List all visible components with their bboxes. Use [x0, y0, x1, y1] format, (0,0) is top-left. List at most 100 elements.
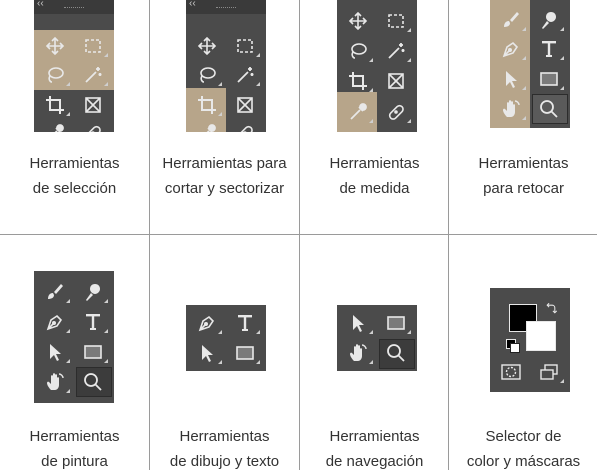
- eyedropper-tool[interactable]: [340, 97, 376, 127]
- hand-tool[interactable]: [340, 338, 376, 368]
- panel-grip[interactable]: [64, 7, 84, 11]
- lasso-tool[interactable]: [37, 60, 73, 90]
- tools-panel-draw-type: [186, 305, 266, 371]
- zoom-tool[interactable]: [531, 94, 567, 124]
- rectangle-icon: [234, 342, 256, 364]
- caption-line: Selector de: [485, 428, 562, 445]
- magic-wand-icon: [385, 40, 407, 62]
- pen-icon: [196, 312, 218, 334]
- type-tool[interactable]: [75, 307, 111, 337]
- type-tool[interactable]: [531, 34, 567, 64]
- healing-brush-icon: [385, 101, 407, 123]
- move-icon: [347, 10, 369, 32]
- healing-brush-icon: [234, 122, 256, 132]
- panel-grip[interactable]: [216, 7, 236, 11]
- brush-tool[interactable]: [37, 277, 73, 307]
- frame-tool[interactable]: [227, 90, 263, 120]
- divider: [448, 0, 449, 470]
- quick-mask-button[interactable]: [493, 357, 529, 387]
- caption-color-mask: Selector de color y máscaras: [449, 424, 597, 474]
- marquee-tool[interactable]: [378, 6, 414, 36]
- caption-line: Herramientas: [329, 155, 420, 172]
- marquee-icon: [82, 35, 104, 57]
- highlight-selection: [34, 30, 114, 90]
- magic-wand-tool[interactable]: [227, 60, 263, 90]
- eyedropper-tool[interactable]: [189, 118, 225, 132]
- lasso-icon: [44, 64, 66, 86]
- divider: [149, 0, 150, 470]
- pen-tool[interactable]: [189, 308, 225, 338]
- crop-tool[interactable]: [189, 90, 225, 120]
- hand-tool[interactable]: [37, 367, 73, 397]
- path-select-tool[interactable]: [340, 308, 376, 338]
- hand-tool[interactable]: [493, 94, 529, 124]
- quick-mask-icon: [500, 361, 522, 383]
- hand-icon: [347, 342, 369, 364]
- collapse-chevron-icon[interactable]: ‹‹: [37, 0, 44, 9]
- healing-brush-icon: [82, 122, 104, 132]
- lasso-icon: [347, 40, 369, 62]
- path-select-tool[interactable]: [37, 337, 73, 367]
- path-select-tool[interactable]: [493, 64, 529, 94]
- marquee-tool[interactable]: [75, 31, 111, 61]
- pen-tool[interactable]: [493, 34, 529, 64]
- caption-line: color y máscaras: [466, 453, 581, 470]
- path-select-tool[interactable]: [189, 338, 225, 368]
- default-colors-icon[interactable]: [506, 339, 520, 353]
- marquee-tool[interactable]: [227, 31, 263, 61]
- background-swatch[interactable]: [526, 321, 556, 351]
- rectangle-tool[interactable]: [531, 64, 567, 94]
- caption-line: Herramientas: [29, 428, 120, 445]
- blur-tool[interactable]: [75, 277, 111, 307]
- frame-tool[interactable]: [75, 90, 111, 120]
- type-icon: [234, 312, 256, 334]
- magic-wand-tool[interactable]: [75, 60, 111, 90]
- lasso-tool[interactable]: [189, 60, 225, 90]
- move-tool[interactable]: [37, 31, 73, 61]
- eyedropper-icon: [44, 122, 66, 132]
- frame-tool[interactable]: [378, 66, 414, 96]
- path-select-icon: [500, 68, 522, 90]
- lasso-tool[interactable]: [340, 36, 376, 66]
- rectangle-tool[interactable]: [75, 337, 111, 367]
- healing-brush-tool[interactable]: [75, 118, 111, 132]
- frame-icon: [234, 94, 256, 116]
- brush-tool[interactable]: [493, 5, 529, 35]
- tools-panel-navigate: [337, 305, 417, 371]
- caption-line: cortar y sectorizar: [164, 180, 285, 197]
- rectangle-tool[interactable]: [378, 308, 414, 338]
- eyedropper-tool[interactable]: [37, 118, 73, 132]
- eyedropper-icon: [196, 122, 218, 132]
- healing-brush-tool[interactable]: [227, 118, 263, 132]
- divider: [299, 0, 300, 470]
- caption-line: Herramientas: [29, 155, 120, 172]
- rectangle-tool[interactable]: [227, 338, 263, 368]
- hand-icon: [500, 98, 522, 120]
- caption-line: de navegación: [325, 453, 424, 470]
- zoom-icon: [385, 342, 407, 364]
- swap-colors-icon[interactable]: [544, 302, 558, 316]
- caption-crop: Herramientas para cortar y sectorizar: [150, 151, 299, 201]
- blur-tool[interactable]: [531, 5, 567, 35]
- move-tool[interactable]: [340, 6, 376, 36]
- screen-mode-button[interactable]: [531, 357, 567, 387]
- move-tool[interactable]: [189, 31, 225, 61]
- move-icon: [44, 35, 66, 57]
- zoom-tool[interactable]: [378, 338, 414, 368]
- healing-brush-tool[interactable]: [378, 97, 414, 127]
- tools-panel-selection: ‹‹: [34, 0, 114, 132]
- collapse-chevron-icon[interactable]: ‹‹: [189, 0, 196, 9]
- caption-line: de dibujo y texto: [169, 453, 280, 470]
- crop-tool[interactable]: [37, 90, 73, 120]
- crop-tool[interactable]: [340, 66, 376, 96]
- path-select-icon: [196, 342, 218, 364]
- pen-tool[interactable]: [37, 307, 73, 337]
- brush-icon: [500, 9, 522, 31]
- crop-icon: [44, 94, 66, 116]
- caption-measure: Herramientas de medida: [300, 151, 449, 201]
- magic-wand-tool[interactable]: [378, 36, 414, 66]
- zoom-tool[interactable]: [75, 367, 111, 397]
- foreground-swatch[interactable]: [509, 304, 537, 332]
- panel-header: ‹‹: [186, 0, 266, 14]
- type-tool[interactable]: [227, 308, 263, 338]
